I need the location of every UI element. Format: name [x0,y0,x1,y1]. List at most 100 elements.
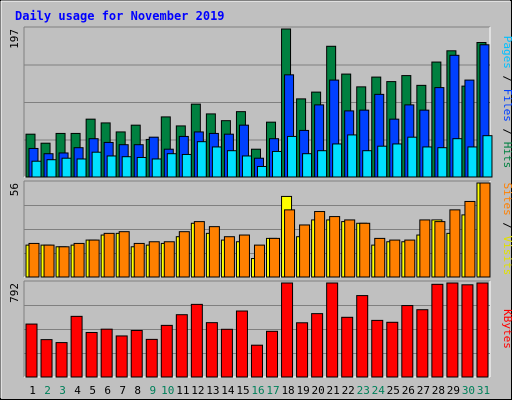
bar-sites-day-22 [344,219,356,278]
bar-sites-day-26 [404,239,416,278]
bar-sites-day-31 [479,182,491,278]
panel-side-label: KBytes [501,309,512,349]
bar-kbytes-day-2 [40,339,53,378]
bar-kbytes-day-1 [25,323,38,378]
bar-sites-day-25 [389,239,401,278]
bar-pages-day-5 [91,151,102,178]
side-label-separator: / [501,122,512,142]
bar-pages-day-17 [272,150,283,178]
bar-pages-day-6 [106,155,117,178]
bar-sites-day-21 [329,216,341,278]
bar-sites-day-29 [449,209,461,278]
x-tick-label-28: 28 [432,384,445,397]
bar-kbytes-day-13 [205,322,218,378]
bar-sites-day-14 [223,236,235,278]
bar-pages-day-31 [482,135,493,178]
x-tick-label-9: 9 [149,384,156,397]
side-label-sites: Sites [501,183,512,216]
panel-side-label: Sites / Visits [501,183,512,276]
panel-max-label: 197 [8,29,21,49]
bar-sites-day-23 [359,222,371,278]
bar-kbytes-day-15 [235,310,248,378]
bar-pages-day-28 [437,147,448,178]
bar-pages-day-25 [392,143,403,178]
bar-sites-day-28 [434,221,446,278]
bar-pages-day-7 [121,156,132,178]
x-tick-label-18: 18 [281,384,294,397]
x-tick-label-26: 26 [402,384,415,397]
bar-sites-day-9 [148,241,160,278]
bar-sites-day-1 [28,242,40,278]
bar-pages-day-21 [332,143,343,178]
x-tick-label-31: 31 [477,384,490,397]
chart-panels: 197 Pages / Files / Hits 56 Sites / Visits 7… [8,26,512,378]
x-tick-label-2: 2 [44,384,51,397]
side-label-pages: Pages [501,36,512,69]
chart-title: Daily usage for November 2019 [15,9,225,23]
bar-kbytes-day-4 [70,315,83,378]
bar-pages-day-29 [452,138,463,178]
x-tick-label-4: 4 [74,384,81,397]
x-tick-label-22: 22 [342,384,355,397]
x-tick-label-15: 15 [236,384,249,397]
bar-kbytes-day-29 [446,282,459,378]
panel-top: 197 Pages / Files / Hits [8,26,512,178]
x-tick-label-12: 12 [191,384,204,397]
bar-kbytes-day-5 [85,331,98,378]
bar-sites-day-5 [88,239,100,278]
bar-sites-day-4 [73,242,85,278]
bar-pages-day-13 [211,146,222,178]
bar-sites-day-30 [464,200,476,278]
bar-kbytes-day-11 [175,314,188,378]
bar-sites-day-24 [374,237,386,278]
bar-kbytes-day-7 [115,335,128,378]
bar-sites-day-2 [43,244,55,278]
bar-pages-day-19 [302,153,313,178]
bar-kbytes-day-27 [416,309,429,378]
bar-pages-day-30 [467,146,478,178]
bar-kbytes-day-14 [220,328,233,378]
bar-pages-day-24 [377,145,388,178]
x-tick-label-8: 8 [134,384,141,397]
x-tick-label-25: 25 [387,384,400,397]
bar-kbytes-day-6 [100,328,113,378]
bar-sites-day-7 [118,231,130,278]
bar-pages-day-9 [151,158,162,178]
bar-kbytes-day-26 [401,305,414,378]
bar-sites-day-17 [269,237,281,278]
bar-pages-day-15 [241,155,252,178]
bar-pages-day-3 [61,157,72,178]
bar-pages-day-10 [166,153,177,178]
x-tick-label-11: 11 [176,384,189,397]
bar-sites-day-27 [419,219,431,278]
bar-pages-day-11 [181,153,192,178]
bar-kbytes-day-21 [326,282,339,378]
bar-pages-day-4 [76,158,87,178]
side-label-hits: Hits [501,142,512,169]
bar-kbytes-day-8 [130,329,143,378]
bar-kbytes-day-3 [55,342,68,378]
x-tick-label-7: 7 [119,384,126,397]
bar-sites-day-16 [253,244,265,278]
bar-pages-day-12 [196,141,207,178]
bar-pages-day-8 [136,156,147,178]
x-tick-label-21: 21 [327,384,340,397]
x-tick-label-17: 17 [266,384,279,397]
x-tick-label-10: 10 [161,384,174,397]
x-tick-label-14: 14 [221,384,235,397]
bar-pages-day-14 [226,150,237,178]
x-tick-label-27: 27 [417,384,430,397]
x-tick-label-3: 3 [59,384,66,397]
x-tick-label-30: 30 [462,384,475,397]
bar-pages-day-2 [46,159,57,178]
x-tick-label-13: 13 [206,384,219,397]
side-label-files: Files [501,89,512,122]
bar-kbytes-day-25 [386,321,399,378]
side-label-kbytes: KBytes [501,309,512,349]
side-label-visits: Visits [501,236,512,276]
bar-kbytes-day-31 [476,282,489,378]
bar-pages-day-16 [256,165,267,178]
bar-kbytes-day-12 [190,303,203,378]
bar-pages-day-22 [347,134,358,178]
bar-kbytes-day-17 [266,330,279,378]
